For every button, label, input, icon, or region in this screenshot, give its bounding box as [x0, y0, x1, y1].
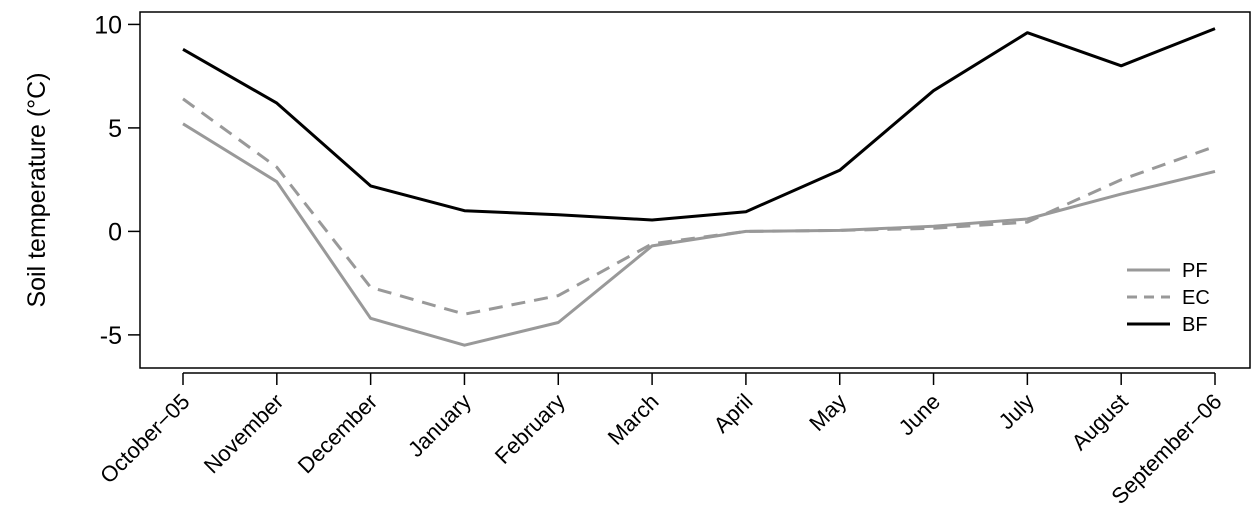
x-tick-label: November	[199, 389, 288, 478]
y-axis: -5 0 5 10	[94, 11, 140, 350]
x-tick-label: July	[994, 389, 1039, 434]
x-tick-label: February	[490, 389, 570, 469]
x-tick-label: October−05	[95, 389, 194, 488]
series-line-pf	[182, 122, 1216, 347]
x-tick-label: June	[894, 389, 945, 440]
series-line-ec	[182, 97, 1216, 316]
series-lines	[182, 27, 1216, 347]
y-tick-label: 5	[108, 115, 122, 143]
legend-label-bf: BF	[1182, 314, 1208, 336]
series-line-bf	[182, 27, 1216, 222]
x-tick-label: December	[293, 389, 382, 478]
y-tick-label: 0	[108, 218, 122, 246]
x-axis: October−05 November December January Februar…	[95, 372, 1227, 509]
x-tick-label: August	[1067, 389, 1133, 455]
legend-label-pf: PF	[1182, 260, 1208, 282]
x-tick-label: January	[403, 389, 476, 462]
x-tick-label: March	[603, 389, 664, 450]
x-tick-label: May	[804, 389, 851, 436]
y-tick-label: 10	[94, 11, 122, 39]
plot-frame	[139, 11, 1251, 369]
y-tick-label: -5	[100, 322, 122, 350]
y-axis-label: Soil temperature (°C)	[23, 72, 51, 307]
legend-label-ec: EC	[1182, 287, 1210, 309]
x-tick-label: April	[709, 389, 758, 438]
legend: PF EC BF	[1127, 260, 1210, 336]
